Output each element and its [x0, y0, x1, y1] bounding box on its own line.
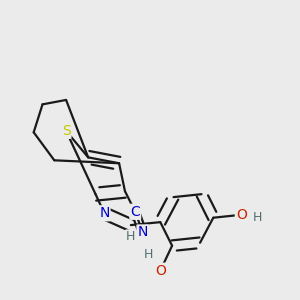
Text: C: C	[130, 205, 140, 219]
Text: S: S	[62, 124, 70, 138]
Text: O: O	[236, 208, 247, 222]
Text: O: O	[155, 264, 166, 278]
Text: N: N	[99, 206, 110, 220]
Text: N: N	[137, 225, 148, 239]
Text: H: H	[144, 248, 153, 261]
Text: H: H	[253, 211, 262, 224]
Text: H: H	[126, 230, 136, 243]
